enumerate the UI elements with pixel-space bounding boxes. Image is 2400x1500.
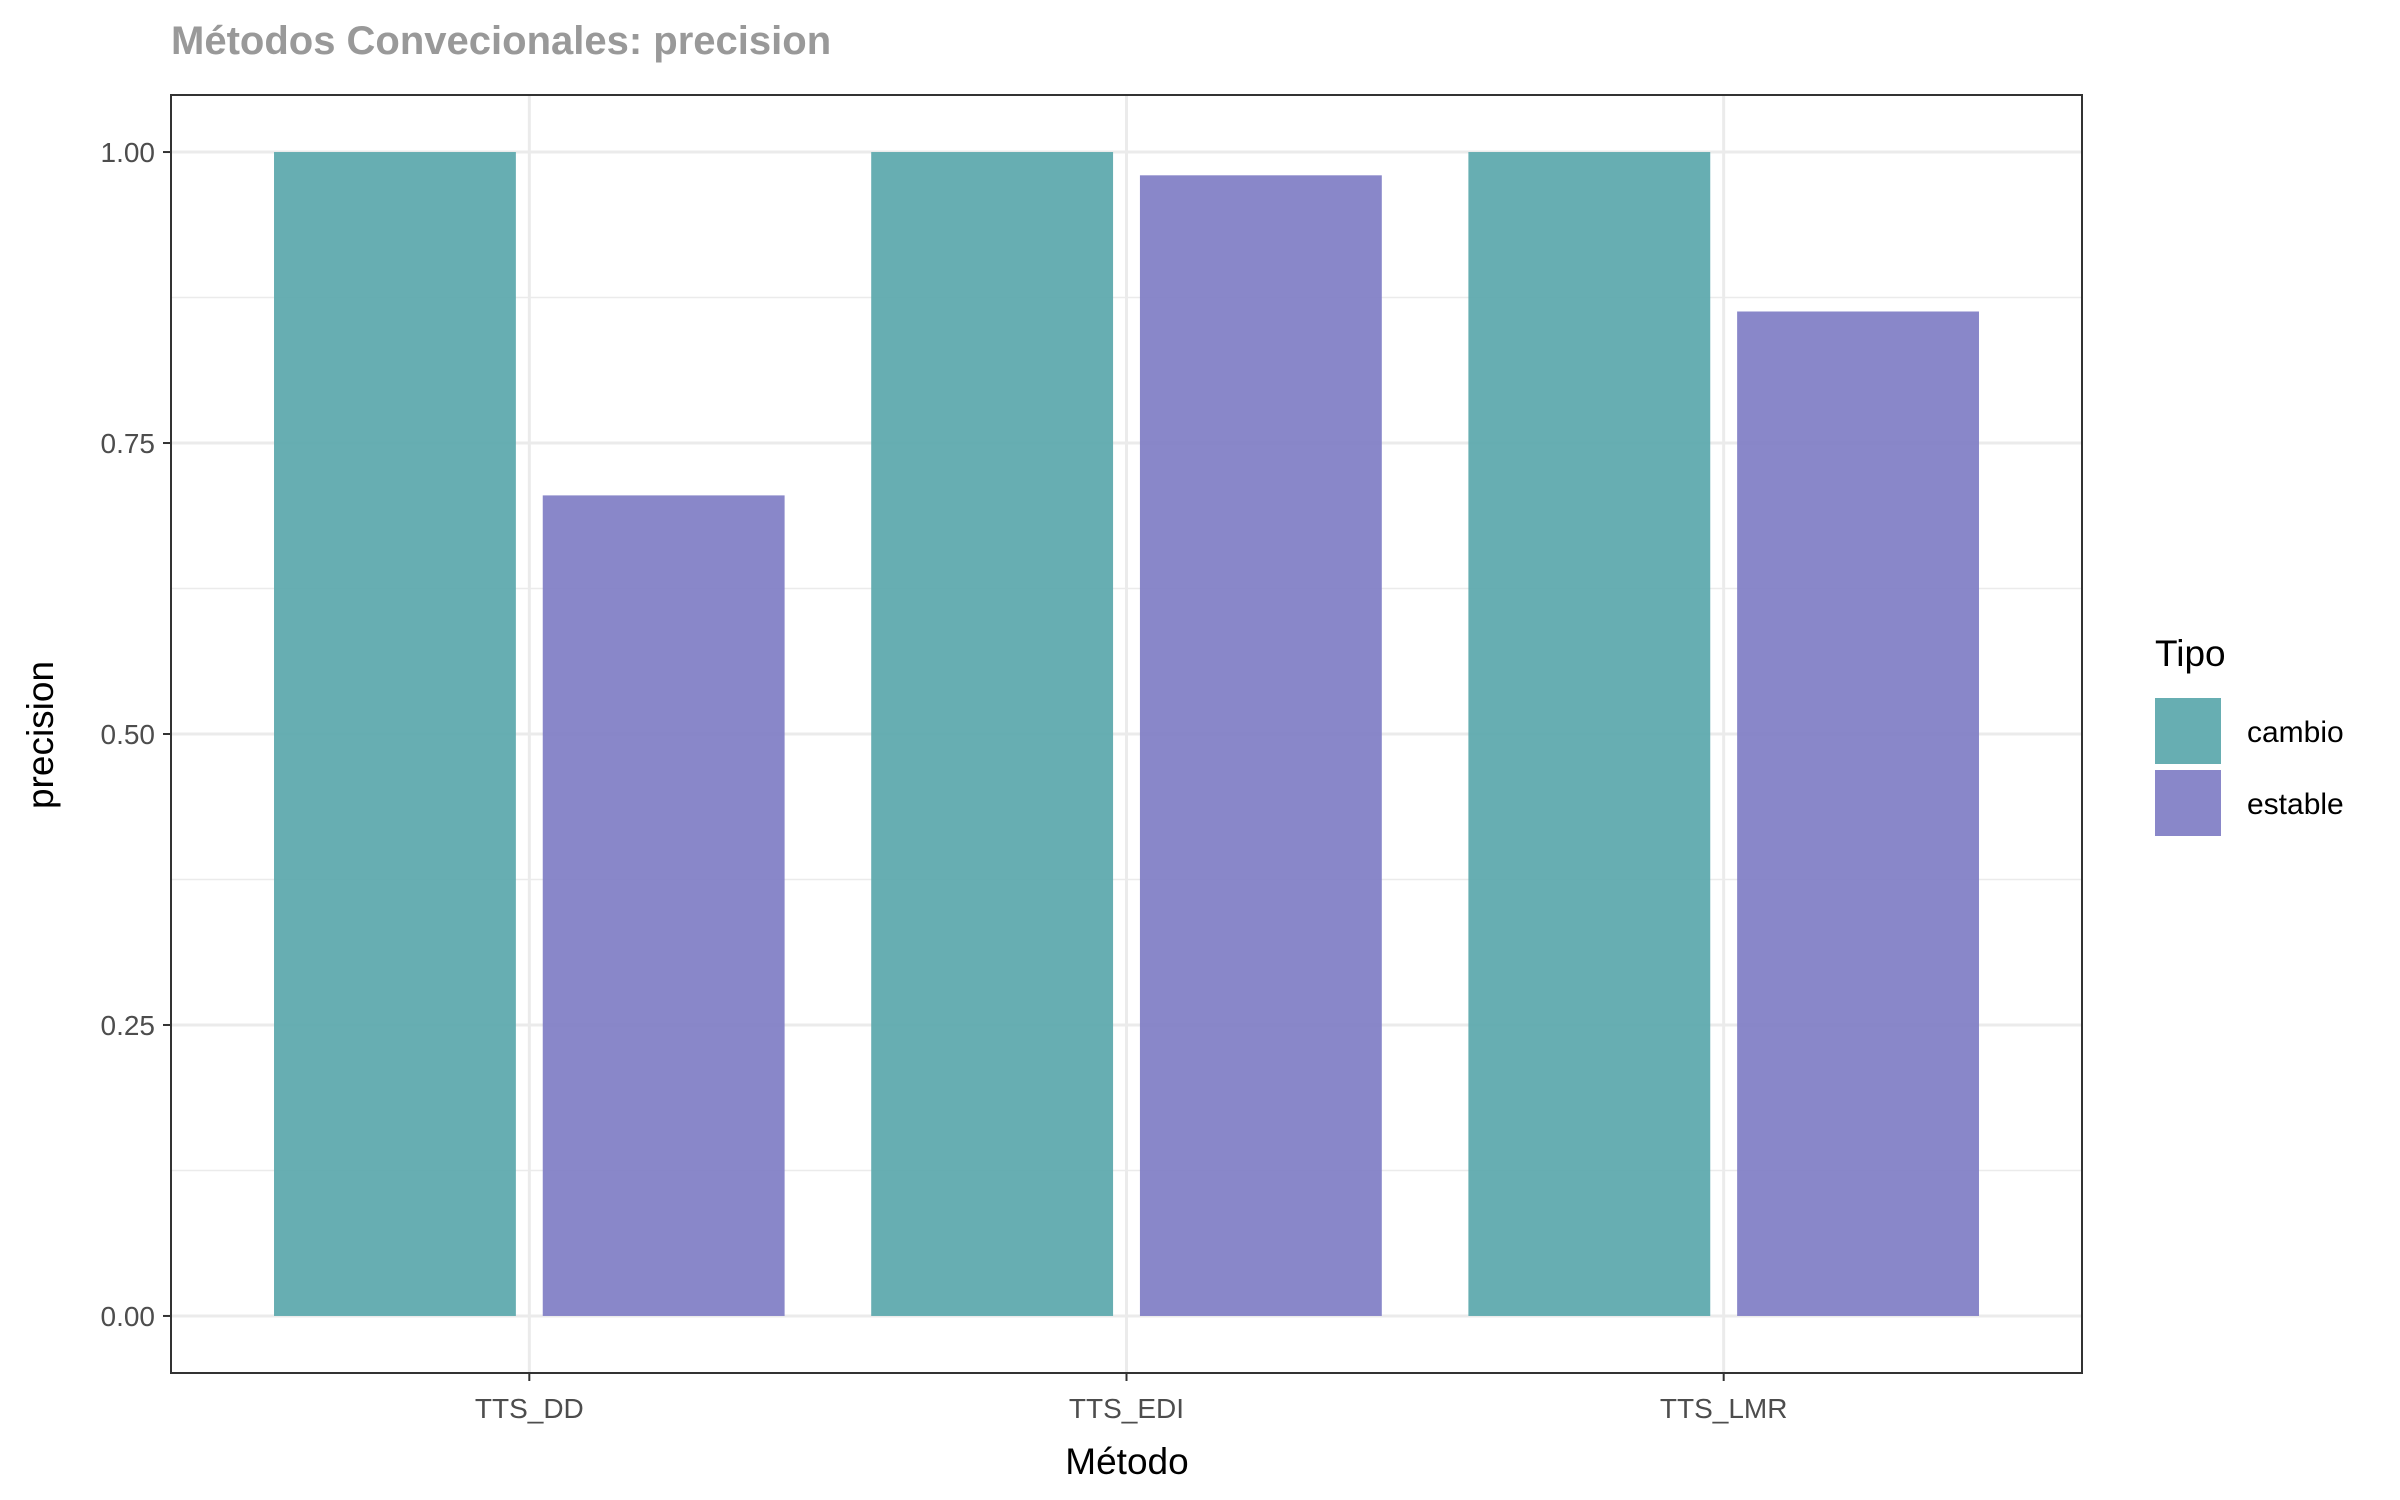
- plot-panel: 0.00 0.25 0.50 0.75 1.00 TTS_DD TTS_EDI TTS_LMR: [101, 94, 2083, 1424]
- bar-estable-tts-dd: [542, 495, 785, 1316]
- y-tick-label: 0.75: [101, 428, 156, 459]
- bar-cambio-tts-dd: [274, 152, 516, 1316]
- y-axis-title: precision: [20, 661, 61, 809]
- x-tick-label: TTS_DD: [475, 1393, 584, 1424]
- bar-estable-tts-edi: [1139, 175, 1382, 1316]
- x-tick-label: TTS_EDI: [1069, 1393, 1184, 1424]
- y-tick-label: 0.00: [101, 1301, 156, 1332]
- bar-cambio-tts-lmr: [1468, 152, 1711, 1316]
- legend-key-estable: [2155, 770, 2221, 836]
- legend-key-cambio: [2155, 698, 2221, 764]
- x-tick-label: TTS_LMR: [1660, 1393, 1788, 1424]
- legend-label-cambio: cambio: [2247, 716, 2344, 749]
- legend-title: Tipo: [2155, 633, 2226, 674]
- y-tick-label: 0.50: [101, 719, 156, 750]
- chart-title: Métodos Convecionales: precision: [171, 19, 831, 63]
- legend-label-estable: estable: [2247, 788, 2344, 821]
- y-tick-label: 1.00: [101, 137, 156, 168]
- legend: Tipo cambio estable: [2155, 633, 2344, 836]
- bar-cambio-tts-edi: [871, 152, 1114, 1316]
- y-tick-label: 0.25: [101, 1010, 156, 1041]
- x-axis-title: Método: [1065, 1441, 1188, 1482]
- bar-estable-tts-lmr: [1737, 311, 1979, 1316]
